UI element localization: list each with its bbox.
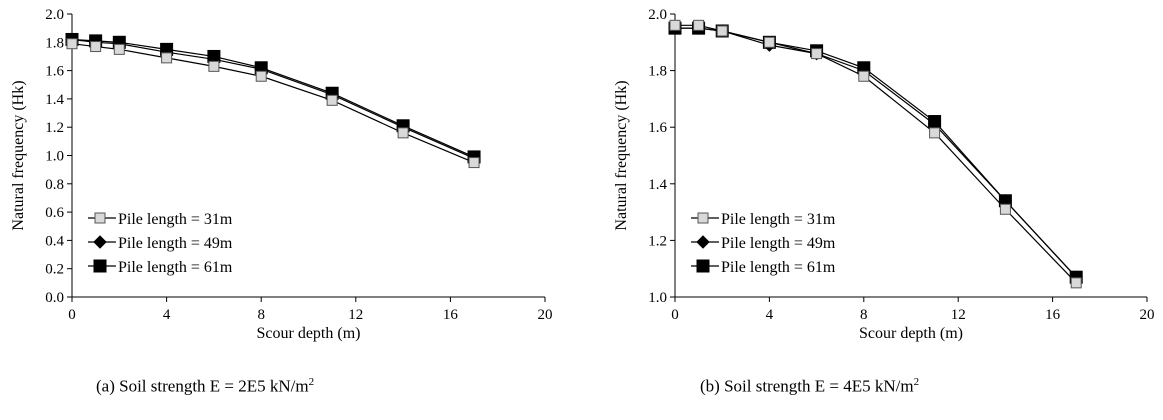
- caption-b: (b) Soil strength E = 4E5 kN/m2: [700, 376, 919, 397]
- panel-b-series-0-point: [929, 127, 941, 139]
- panel-a-legend-label-2: Pile length = 61m: [118, 259, 233, 276]
- panel-b-y-tick-label: 2.0: [648, 7, 667, 23]
- panel-a-series-2-point: [207, 49, 221, 63]
- panel-b-series-0-point: [693, 19, 705, 31]
- panel-b-legend-marker-0: [697, 212, 709, 224]
- panel-b-series-2-point: [928, 115, 942, 129]
- panel-b-legend-label-0: Pile length = 31m: [721, 211, 836, 228]
- caption-a-text: (a) Soil strength E = 2E5 kN/m: [96, 376, 309, 396]
- panel-a-series-2-line: [71, 38, 475, 158]
- panel-a-series-0-point: [468, 157, 480, 169]
- panel-b-x-tick-label: 20: [1140, 307, 1155, 323]
- panel-b-legend-label-2: Pile length = 61m: [721, 259, 836, 276]
- panel-b-series-0-point: [811, 48, 823, 60]
- panel-a-y-tick-label: 1.8: [45, 35, 64, 51]
- panel-b-y-tick-label: 1.8: [648, 64, 667, 80]
- caption-a: (a) Soil strength E = 2E5 kN/m2: [96, 376, 314, 397]
- panel-a-series-0-point: [326, 94, 338, 106]
- panel-b-y-tick-label: 1.4: [648, 177, 667, 193]
- panel-a: 0.0 0.2 0.4 0.6 0.8 1.0 1.2 1.4 1.6 1.8 2.0 0 4 8 12 16…: [10, 7, 553, 342]
- chart-svg: 0.0 0.2 0.4 0.6 0.8 1.0 1.2 1.4 1.6 1.8 2.0 0 4 8 12 16…: [10, 7, 1155, 342]
- panel-b-series-0-point: [763, 36, 775, 48]
- panel-a-legend-label-1: Pile length = 49m: [118, 235, 233, 252]
- panel-b-series-0-point: [1070, 277, 1082, 289]
- panel-b-legend-label-1: Pile length = 49m: [721, 235, 836, 252]
- panel-a-y-tick-label: 1.2: [45, 120, 64, 136]
- caption-b-superscript: 2: [913, 376, 920, 388]
- panel-a-legend-marker-0: [94, 212, 106, 224]
- panel-b-series-0-point: [716, 25, 728, 37]
- panel-b-series-0-point: [858, 70, 870, 82]
- panel-b-y-axis-label: Natural frequency (Hk): [613, 80, 630, 230]
- panel-a-series-1-line: [71, 38, 475, 159]
- panel-a-legend-marker-1: [93, 235, 107, 249]
- panel-b-x-tick-label: 12: [951, 307, 966, 323]
- panel-a-x-tick-label: 4: [163, 307, 171, 323]
- panel-b-series-0-point: [669, 19, 681, 31]
- panel-b-y-tick-label: 1.2: [648, 233, 667, 249]
- panel-a-y-tick-label: 2.0: [45, 7, 64, 23]
- panel-a-y-axis-label: Natural frequency (Hk): [10, 80, 27, 230]
- panel-b-legend-marker-1: [696, 235, 710, 249]
- panel-a-y-tick-label: 0.6: [45, 205, 64, 221]
- panel-a-x-tick-label: 20: [538, 307, 553, 323]
- panel-a-y-tick-label: 0.8: [45, 177, 64, 193]
- panel-a-x-tick-label: 0: [68, 307, 76, 323]
- panel-a-y-tick-label: 0.4: [45, 233, 64, 249]
- panel-a-series-0-point: [397, 127, 409, 139]
- panel-a-x-tick-label: 16: [443, 307, 459, 323]
- panel-a-series-0-point: [208, 60, 220, 72]
- panel-b-series-0-point: [999, 203, 1011, 215]
- panel-b-y-tick-label: 1.0: [648, 290, 667, 306]
- panel-b-x-tick-label: 8: [860, 307, 868, 323]
- panel-a-series-0-point: [113, 43, 125, 55]
- panel-b-legend-marker-2: [696, 259, 710, 273]
- panel-a-y-tick-label: 1.6: [45, 64, 64, 80]
- panel-a-legend-label-0: Pile length = 31m: [118, 211, 233, 228]
- panel-a-series-0-point: [255, 70, 267, 82]
- panel-b-y-tick-label: 1.6: [648, 120, 667, 136]
- panel-a-x-axis-label: Scour depth (m): [257, 325, 361, 342]
- panel-a-y-tick-label: 0.2: [45, 262, 64, 278]
- panel-a-series-0-point: [161, 52, 173, 64]
- panel-b-x-tick-label: 4: [766, 307, 774, 323]
- panel-a-x-tick-label: 8: [257, 307, 265, 323]
- panel-a-series-0-line: [71, 43, 475, 164]
- caption-b-text: (b) Soil strength E = 4E5 kN/m: [700, 376, 914, 396]
- panel-b-x-tick-label: 16: [1045, 307, 1061, 323]
- panel-a-y-tick-label: 1.0: [45, 149, 64, 165]
- panel-a-legend-marker-2: [93, 259, 107, 273]
- caption-a-superscript: 2: [308, 376, 315, 388]
- panel-b-x-axis-label: Scour depth (m): [859, 325, 963, 342]
- panel-a-y-tick-label: 0.0: [45, 290, 64, 306]
- panel-a-y-tick-label: 1.4: [45, 92, 64, 108]
- panel-a-series-0-point: [90, 41, 102, 53]
- panel-a-series-0-point: [66, 38, 78, 50]
- panel-b-x-tick-label: 0: [671, 307, 679, 323]
- panel-a-x-tick-label: 12: [348, 307, 363, 323]
- panel-b: 1.0 1.2 1.4 1.6 1.8 2.0 0 4 8 12 16 20 Scour depth (…: [613, 7, 1155, 342]
